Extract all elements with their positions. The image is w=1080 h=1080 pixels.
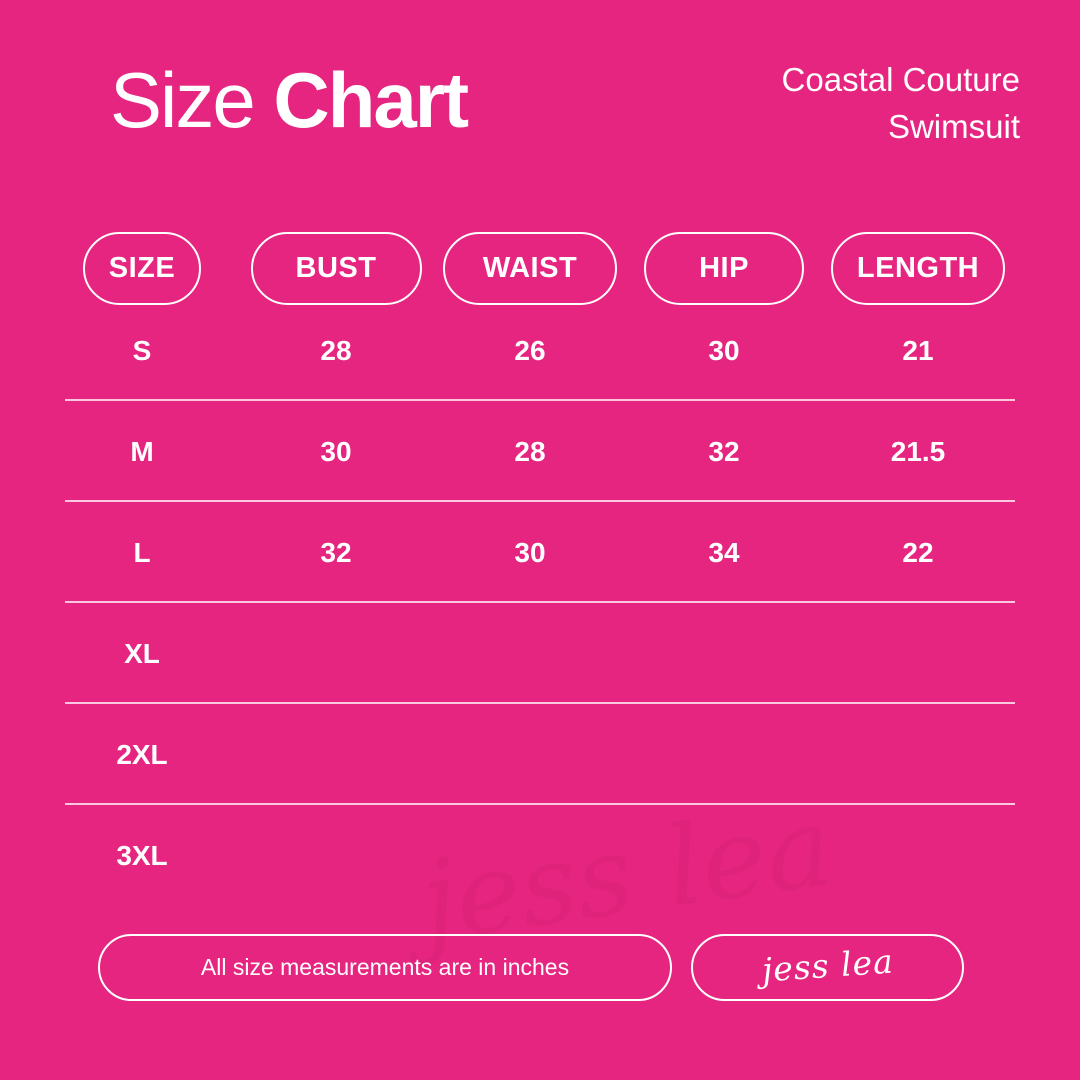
- cell-length: 21.5: [890, 435, 946, 467]
- table-body: S 28 26 30 21 M 30 28 32 21.5 L 32 30 34…: [45, 300, 1015, 906]
- row-label: M: [130, 435, 154, 467]
- table-row-s: S 28 26 30 21: [45, 300, 1015, 401]
- cell-length: 21: [902, 334, 934, 366]
- cell-hip: 30: [708, 334, 740, 366]
- page-title: Size Chart: [110, 56, 469, 144]
- cell-waist: 30: [514, 536, 546, 568]
- row-label: XL: [124, 637, 160, 669]
- row-label: S: [132, 334, 152, 366]
- page-title-regular: Size: [110, 56, 256, 144]
- product-name-line2: Swimsuit: [887, 108, 1020, 145]
- measurement-note-text: All size measurements are in inches: [200, 954, 570, 980]
- row-label: 2XL: [116, 738, 168, 770]
- cell-hip: 32: [708, 435, 740, 467]
- size-table: SIZE BUST WAIST HIP LENGTH: [45, 232, 1015, 305]
- cell-bust: 32: [320, 536, 352, 568]
- cell-waist: 26: [514, 334, 546, 366]
- header-pill-size: SIZE: [83, 232, 201, 305]
- table-row-l: L 32 30 34 22: [45, 502, 1015, 603]
- cell-bust: 30: [320, 435, 352, 467]
- row-label: L: [133, 536, 151, 568]
- product-name-line1: Coastal Couture: [781, 61, 1020, 98]
- page-title-bold: Chart: [273, 56, 469, 144]
- product-name: Coastal Couture Swimsuit: [782, 56, 1020, 150]
- table-row-3xl: 3XL: [45, 805, 1015, 906]
- measurement-note-pill: All size measurements are in inches: [98, 934, 672, 1001]
- row-label: 3XL: [116, 839, 168, 871]
- header-pill-bust: BUST: [250, 232, 422, 305]
- header-pill-waist: WAIST: [443, 232, 617, 305]
- table-row-xl: XL: [45, 603, 1015, 704]
- header-pill-hip: HIP: [644, 232, 804, 305]
- cell-length: 22: [902, 536, 934, 568]
- header-pill-length: LENGTH: [831, 232, 1005, 305]
- table-header-row: SIZE BUST WAIST HIP LENGTH: [45, 232, 1015, 305]
- cell-waist: 28: [514, 435, 546, 467]
- brand-signature-pill: jess lea: [691, 934, 964, 1001]
- table-row-2xl: 2XL: [45, 704, 1015, 805]
- table-row-m: M 30 28 32 21.5: [45, 401, 1015, 502]
- cell-hip: 34: [708, 536, 740, 568]
- cell-bust: 28: [320, 334, 352, 366]
- brand-signature-text: jess lea: [760, 941, 895, 990]
